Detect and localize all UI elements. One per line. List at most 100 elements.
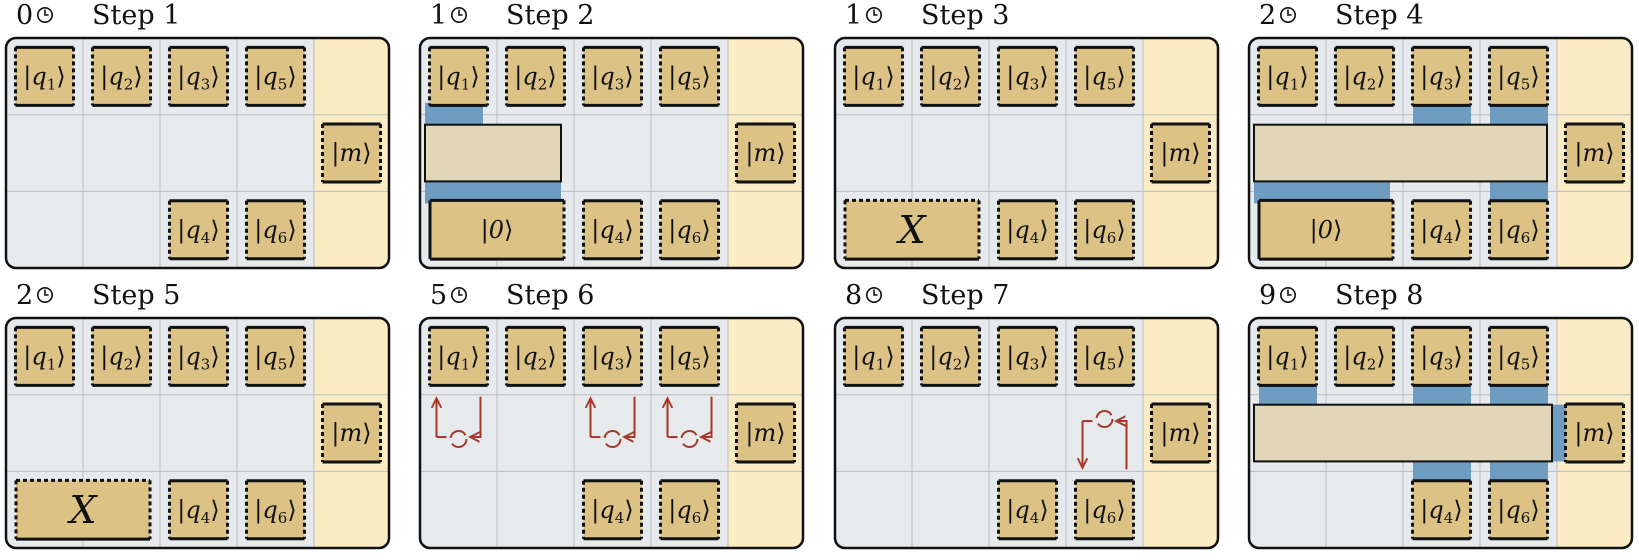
qubit-q5[interactable]: |q5⟩	[659, 45, 720, 107]
qubit-q4[interactable]: |q4⟩	[582, 199, 643, 261]
ket-label: |m⟩	[1574, 139, 1614, 168]
x-gate-label: X	[895, 208, 927, 252]
qubit-q6[interactable]: |q6⟩	[659, 199, 720, 261]
qubit-q6[interactable]: |q6⟩	[659, 479, 720, 541]
measurement-qubit[interactable]: |m⟩	[1564, 402, 1625, 464]
panel-step-3: X |q1⟩ |q2⟩ |q3⟩ |q5⟩ |m⟩ |q4⟩ |q6⟩	[833, 36, 1220, 270]
qubit-q1[interactable]: |q1⟩	[428, 325, 489, 387]
qubit-q2[interactable]: |q2⟩	[505, 325, 566, 387]
qubit-q2[interactable]: |q2⟩	[920, 325, 981, 387]
qubit-q4[interactable]: |q4⟩	[1411, 199, 1472, 261]
qubit-q6[interactable]: |q6⟩	[245, 199, 306, 261]
qubit-q6[interactable]: |q6⟩	[1488, 479, 1549, 541]
measurement-qubit[interactable]: |m⟩	[1564, 122, 1625, 184]
ancilla-qubit[interactable]: X	[14, 478, 152, 541]
ket-label: |m⟩	[745, 419, 785, 448]
qubit-q1[interactable]: |q1⟩	[14, 45, 75, 107]
qubit-q1[interactable]: |q1⟩	[1257, 325, 1318, 387]
rotation-arrow-icon	[603, 430, 622, 449]
qubit-q1[interactable]: |q1⟩	[1257, 45, 1318, 107]
ket-label: |q6⟩	[1083, 496, 1125, 527]
ket-label: |q3⟩	[177, 342, 219, 373]
qubit-q2[interactable]: |q2⟩	[91, 45, 152, 107]
qubit-q5[interactable]: |q5⟩	[1488, 325, 1549, 387]
ket-label: |q5⟩	[1083, 62, 1125, 93]
measurement-qubit[interactable]: |m⟩	[735, 402, 796, 464]
qubit-q3[interactable]: |q3⟩	[997, 45, 1058, 107]
qubit-q4[interactable]: |q4⟩	[582, 479, 643, 541]
qubit-q6[interactable]: |q6⟩	[245, 479, 306, 541]
ancilla-qubit[interactable]: |0⟩	[1257, 198, 1395, 261]
ket-label: |q5⟩	[668, 62, 710, 93]
ket-label: |q1⟩	[437, 342, 479, 373]
ket-label: |q1⟩	[23, 342, 65, 373]
qubit-q5[interactable]: |q5⟩	[1074, 325, 1135, 387]
clock-icon	[1279, 6, 1297, 24]
ket-label: |q4⟩	[177, 496, 219, 527]
time-cost: 2	[1259, 0, 1277, 31]
measurement-qubit[interactable]: |m⟩	[735, 122, 796, 184]
qubit-q2[interactable]: |q2⟩	[1334, 325, 1395, 387]
measurement-qubit[interactable]: |m⟩	[1150, 402, 1211, 464]
qubit-q3[interactable]: |q3⟩	[582, 45, 643, 107]
qubit-q3[interactable]: |q3⟩	[997, 325, 1058, 387]
ancilla-qubit[interactable]: |0⟩	[428, 198, 566, 261]
ket-label: |q2⟩	[100, 342, 142, 373]
measurement-qubit[interactable]: |m⟩	[321, 122, 382, 184]
qubit-q1[interactable]: |q1⟩	[843, 325, 904, 387]
qubit-q2[interactable]: |q2⟩	[505, 45, 566, 107]
step-title: Step 4	[1335, 0, 1424, 31]
qubit-q3[interactable]: |q3⟩	[582, 325, 643, 387]
qubit-q4[interactable]: |q4⟩	[997, 199, 1058, 261]
ket-label: |m⟩	[1160, 139, 1200, 168]
qubit-q5[interactable]: |q5⟩	[1488, 45, 1549, 107]
qubit-q6[interactable]: |q6⟩	[1074, 199, 1135, 261]
qubit-q3[interactable]: |q3⟩	[1411, 45, 1472, 107]
qubit-q3[interactable]: |q3⟩	[1411, 325, 1472, 387]
qubit-q3[interactable]: |q3⟩	[168, 45, 229, 107]
qubit-q5[interactable]: |q5⟩	[1074, 45, 1135, 107]
time-cost: 8	[845, 280, 863, 311]
panel-header: 8 Step 7	[845, 280, 1145, 314]
measurement-qubit[interactable]: |m⟩	[321, 402, 382, 464]
clock-icon	[36, 286, 54, 304]
ket-label: |q4⟩	[1006, 216, 1048, 247]
qubit-q1[interactable]: |q1⟩	[428, 45, 489, 107]
panel-border	[418, 316, 805, 550]
qubit-q4[interactable]: |q4⟩	[168, 479, 229, 541]
qubit-q2[interactable]: |q2⟩	[1334, 45, 1395, 107]
ket-label: |q2⟩	[1343, 62, 1385, 93]
qubit-q6[interactable]: |q6⟩	[1488, 199, 1549, 261]
ket-label: |q3⟩	[1420, 342, 1462, 373]
ket-label: |q1⟩	[852, 62, 894, 93]
qubit-q4[interactable]: |q4⟩	[997, 479, 1058, 541]
measurement-qubit[interactable]: |m⟩	[1150, 122, 1211, 184]
qubit-q5[interactable]: |q5⟩	[659, 325, 720, 387]
ket-label: |q6⟩	[1497, 496, 1539, 527]
qubit-q4[interactable]: |q4⟩	[1411, 479, 1472, 541]
qubit-q6[interactable]: |q6⟩	[1074, 479, 1135, 541]
coupler	[1490, 102, 1548, 125]
ket-label: |q6⟩	[254, 216, 296, 247]
ket-label: |q5⟩	[1083, 342, 1125, 373]
qubit-q5[interactable]: |q5⟩	[245, 45, 306, 107]
qubit-q1[interactable]: |q1⟩	[843, 45, 904, 107]
panel-step-5: X |q1⟩ |q2⟩ |q3⟩ |q5⟩ |m⟩ |q4⟩ |q6⟩	[4, 316, 391, 550]
ket-label: |0⟩	[1310, 216, 1343, 245]
qubit-q3[interactable]: |q3⟩	[168, 325, 229, 387]
x-gate-label: X	[66, 488, 98, 532]
qubit-q1[interactable]: |q1⟩	[14, 325, 75, 387]
qubit-q2[interactable]: |q2⟩	[91, 325, 152, 387]
entangling-gate	[1253, 123, 1548, 183]
rotation-arrow-icon	[449, 430, 468, 449]
ancilla-qubit[interactable]: X	[843, 198, 981, 261]
ket-label: |q6⟩	[254, 496, 296, 527]
panel-border	[833, 316, 1220, 550]
step-title: Step 2	[506, 0, 595, 31]
qubit-q2[interactable]: |q2⟩	[920, 45, 981, 107]
ket-label: |q6⟩	[668, 496, 710, 527]
qubit-q4[interactable]: |q4⟩	[168, 199, 229, 261]
step-title: Step 6	[506, 280, 595, 311]
qubit-q5[interactable]: |q5⟩	[245, 325, 306, 387]
